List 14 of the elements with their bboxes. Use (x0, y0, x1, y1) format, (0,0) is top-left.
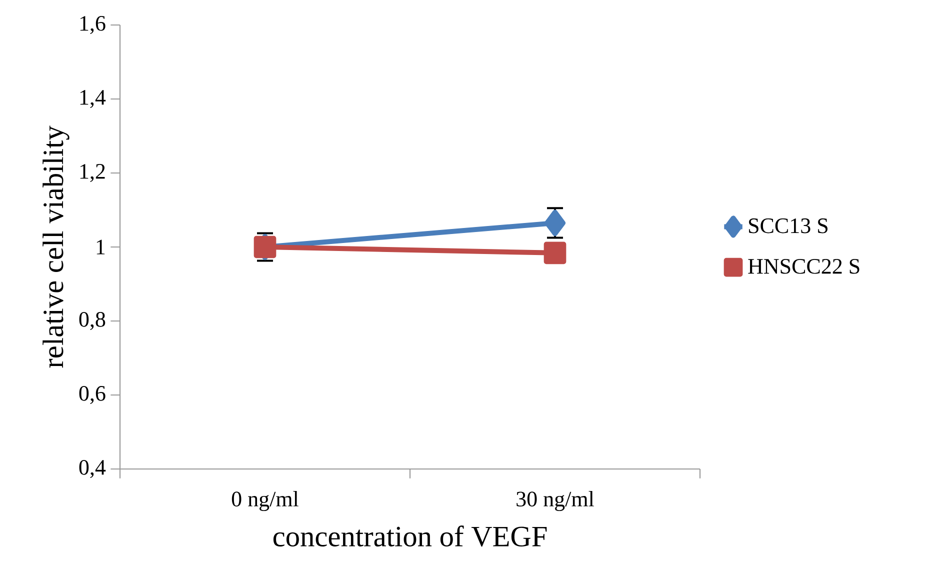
y-axis-title: relative cell viability (42, 126, 70, 368)
x-axis-title: concentration of VEGF (273, 526, 547, 547)
y-tick-label: 1 (96, 240, 105, 254)
y-tick-label: 0,6 (79, 386, 106, 404)
legend-label: SCC13 S (749, 218, 828, 234)
y-tick-label: 0,4 (79, 460, 106, 478)
y-tick-label: 1,4 (80, 90, 106, 108)
x-tick-label: 0 ng/ml (232, 491, 298, 512)
legend-label: HNSCC22 S (748, 258, 860, 274)
y-tick-label: 1,6 (80, 16, 106, 34)
y-tick-label: 1,2 (80, 164, 105, 182)
x-tick-label: 30 ng/ml (516, 491, 594, 512)
point (544, 242, 566, 264)
y-tick-label: 0,8 (79, 312, 106, 330)
